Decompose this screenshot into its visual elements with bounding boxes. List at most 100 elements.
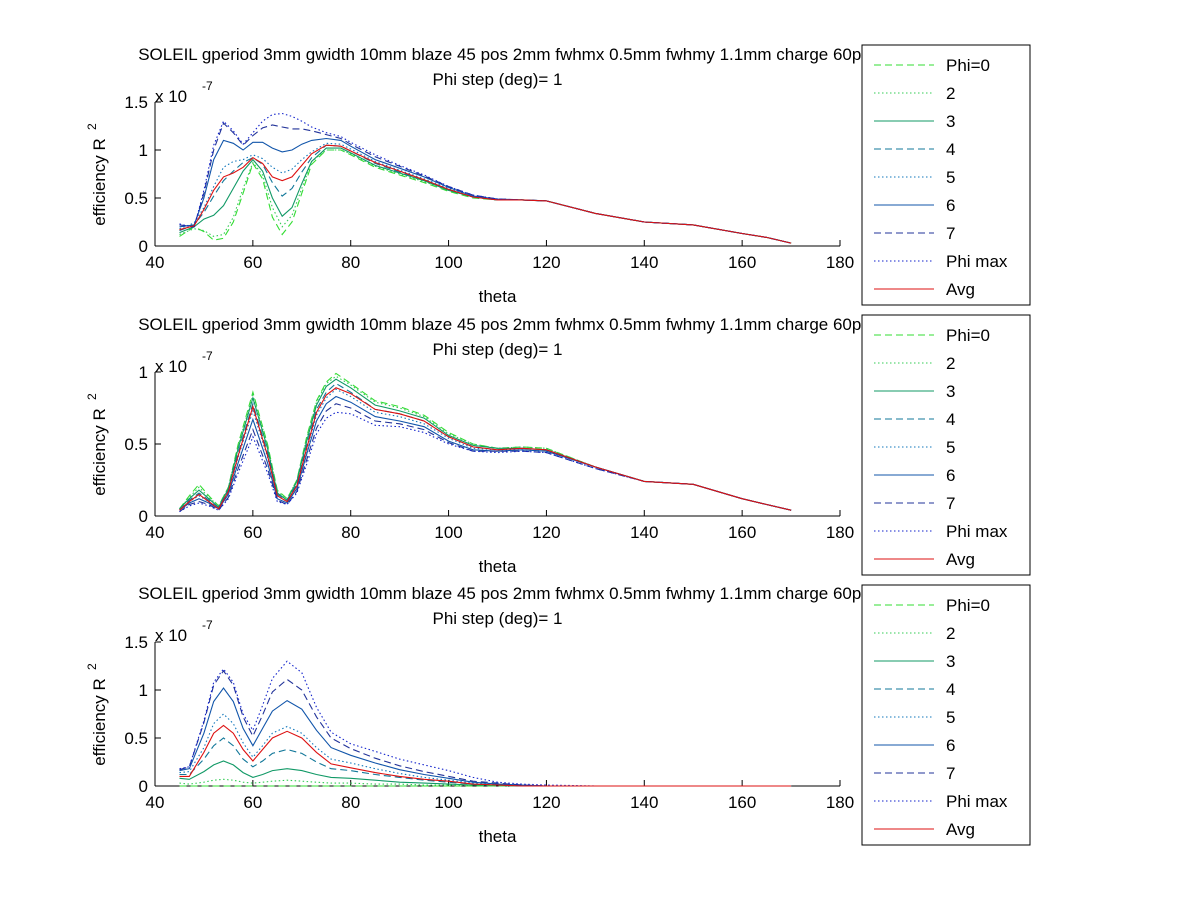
x-tick-label: 80 <box>341 793 360 812</box>
legend-box <box>861 584 1031 846</box>
plot-area <box>155 642 840 786</box>
x-tick-label: 140 <box>630 523 658 542</box>
x-tick-label: 60 <box>243 523 262 542</box>
series-line-5 <box>179 388 792 511</box>
y-tick-label: 1.5 <box>124 633 148 652</box>
legend-label: 2 <box>946 624 955 643</box>
legend-label: 4 <box>946 410 955 429</box>
legend-label: 3 <box>946 652 955 671</box>
x-tick-label: 120 <box>532 253 560 272</box>
x-tick-label: 180 <box>826 253 854 272</box>
x-tick-label: 140 <box>630 793 658 812</box>
legend-label: Phi=0 <box>946 596 990 615</box>
y-tick-label: 0.5 <box>124 729 148 748</box>
y-axis-label-group: efficiency R 2 <box>85 663 109 766</box>
series-line-9 <box>179 387 792 511</box>
y-exponent-sup: -7 <box>202 349 213 363</box>
legend-label: 7 <box>946 494 955 513</box>
series-line-9 <box>179 724 792 787</box>
series-line-2 <box>179 375 792 511</box>
x-tick-label: 80 <box>341 523 360 542</box>
y-axis-label: efficiency R <box>90 408 109 496</box>
series-line-5 <box>179 713 792 787</box>
legend-label: 5 <box>946 438 955 457</box>
y-tick-label: 1 <box>139 363 148 382</box>
y-tick-label: 1 <box>139 681 148 700</box>
x-tick-label: 60 <box>243 793 262 812</box>
y-exponent-label: x 10 <box>155 87 187 106</box>
plot-title: SOLEIL gperiod 3mm gwidth 10mm blaze 45 … <box>138 584 957 603</box>
y-axis-label-sup: 2 <box>85 663 99 670</box>
legend-label: 7 <box>946 224 955 243</box>
series-line-7 <box>179 403 792 513</box>
y-axis-label-group: efficiency R 2 <box>85 123 109 226</box>
legend-label: 6 <box>946 736 955 755</box>
legend-label: Phi max <box>946 792 1008 811</box>
legend-label: 4 <box>946 680 955 699</box>
legend-label: Phi=0 <box>946 56 990 75</box>
y-axis-label: efficiency R <box>90 138 109 226</box>
legend-label: 6 <box>946 466 955 485</box>
series-line-8 <box>179 112 792 244</box>
series-line-8 <box>179 660 792 787</box>
y-tick-label: 0 <box>139 777 148 796</box>
legend-label: 3 <box>946 112 955 131</box>
subplot-1: SOLEIL gperiod 3mm gwidth 10mm blaze 45 … <box>85 44 1031 306</box>
legend: Phi=0 2 3 4 5 6 7 Phi max Avg <box>861 314 1031 576</box>
legend-label: Phi max <box>946 522 1008 541</box>
legend-label: 2 <box>946 84 955 103</box>
series-line-8 <box>179 411 792 513</box>
y-exponent-label: x 10 <box>155 626 187 645</box>
y-tick-label: 0 <box>139 507 148 526</box>
y-axis-label-sup: 2 <box>85 123 99 130</box>
x-tick-label: 160 <box>728 793 756 812</box>
legend-label: 5 <box>946 708 955 727</box>
x-tick-label: 100 <box>434 253 462 272</box>
series-line-3 <box>179 378 792 511</box>
series-line-4 <box>179 144 792 244</box>
series-line-4 <box>179 737 792 787</box>
x-tick-label: 140 <box>630 253 658 272</box>
subplot-2: SOLEIL gperiod 3mm gwidth 10mm blaze 45 … <box>85 314 1031 576</box>
series-line-9 <box>179 144 792 244</box>
x-axis-label: theta <box>479 827 517 846</box>
series-line-3 <box>179 147 792 244</box>
y-axis-label: efficiency R <box>90 678 109 766</box>
legend: Phi=0 2 3 4 5 6 7 Phi max Avg <box>861 584 1031 846</box>
x-tick-label: 40 <box>146 793 165 812</box>
series-line-7 <box>179 669 792 787</box>
x-tick-label: 180 <box>826 793 854 812</box>
x-axis-label: theta <box>479 557 517 576</box>
plot-area <box>155 102 840 246</box>
legend-label: 5 <box>946 168 955 187</box>
plot-subtitle: Phi step (deg)= 1 <box>433 340 563 359</box>
y-tick-label: 0.5 <box>124 189 148 208</box>
subplot-3: SOLEIL gperiod 3mm gwidth 10mm blaze 45 … <box>85 584 1031 846</box>
x-tick-label: 100 <box>434 523 462 542</box>
y-axis-label-sup: 2 <box>85 393 99 400</box>
x-tick-label: 60 <box>243 253 262 272</box>
x-tick-label: 100 <box>434 793 462 812</box>
y-axis-label-group: efficiency R 2 <box>85 393 109 496</box>
x-tick-label: 160 <box>728 523 756 542</box>
plot-subtitle: Phi step (deg)= 1 <box>433 609 563 628</box>
legend-label: 7 <box>946 764 955 783</box>
series-line-5 <box>179 142 792 244</box>
y-tick-label: 1.5 <box>124 93 148 112</box>
plot-title: SOLEIL gperiod 3mm gwidth 10mm blaze 45 … <box>138 45 957 64</box>
legend-label: 2 <box>946 354 955 373</box>
legend-label: Phi=0 <box>946 326 990 345</box>
x-tick-label: 120 <box>532 793 560 812</box>
legend-label: Phi max <box>946 252 1008 271</box>
legend-label: Avg <box>946 820 975 839</box>
x-tick-label: 120 <box>532 523 560 542</box>
legend-label: 6 <box>946 196 955 215</box>
y-tick-label: 1 <box>139 141 148 160</box>
plot-title: SOLEIL gperiod 3mm gwidth 10mm blaze 45 … <box>138 315 957 334</box>
x-tick-label: 80 <box>341 253 360 272</box>
legend-label: Avg <box>946 280 975 299</box>
y-tick-label: 0 <box>139 237 148 256</box>
legend-box <box>861 44 1031 306</box>
series-line-6 <box>179 395 792 511</box>
